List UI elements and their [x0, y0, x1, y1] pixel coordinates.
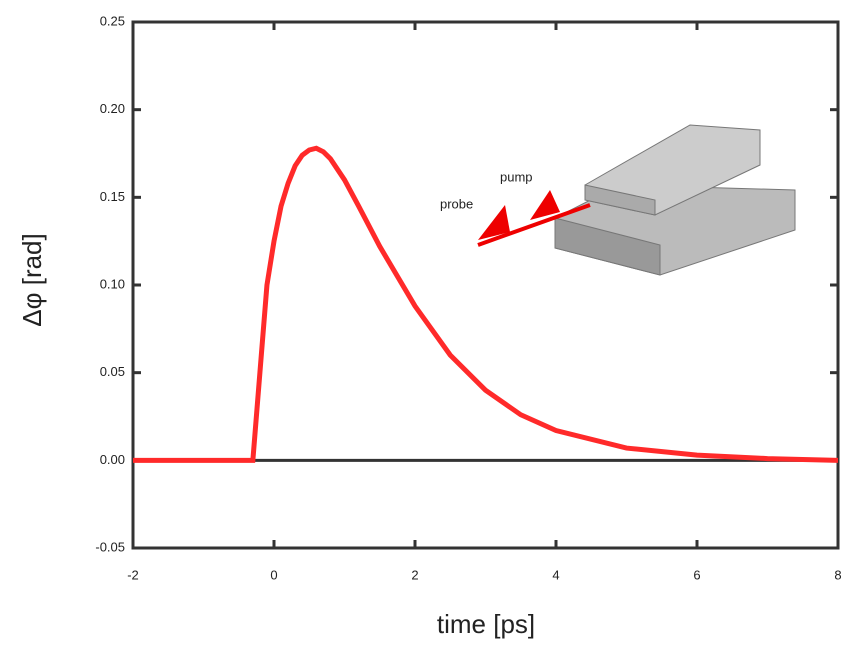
- y-tick-label: 0.10: [100, 276, 125, 291]
- annotation: probe: [440, 196, 473, 211]
- annotation: pump: [500, 169, 533, 184]
- inset-waveguide: probe pump: [440, 124, 796, 276]
- y-tick-label: 0.00: [100, 452, 125, 467]
- y-tick-label: 0.15: [100, 189, 125, 204]
- y-tick-label: -0.05: [95, 539, 125, 554]
- y-tick-label: 0.05: [100, 364, 125, 379]
- x-tick-label: 0: [270, 567, 277, 582]
- x-axis-label: time [ps]: [437, 609, 535, 639]
- x-tick-label: 6: [693, 567, 700, 582]
- y-axis-label: Δφ [rad]: [17, 233, 47, 326]
- x-tick-label: -2: [127, 567, 139, 582]
- y-tick-label: 0.20: [100, 101, 125, 116]
- data-line: [133, 145, 839, 463]
- y-tick-label: 0.25: [100, 13, 125, 28]
- x-tick-label: 2: [411, 567, 418, 582]
- x-tick-label: 8: [834, 567, 841, 582]
- x-tick-label: 4: [552, 567, 559, 582]
- plot-frame: [131, 20, 840, 550]
